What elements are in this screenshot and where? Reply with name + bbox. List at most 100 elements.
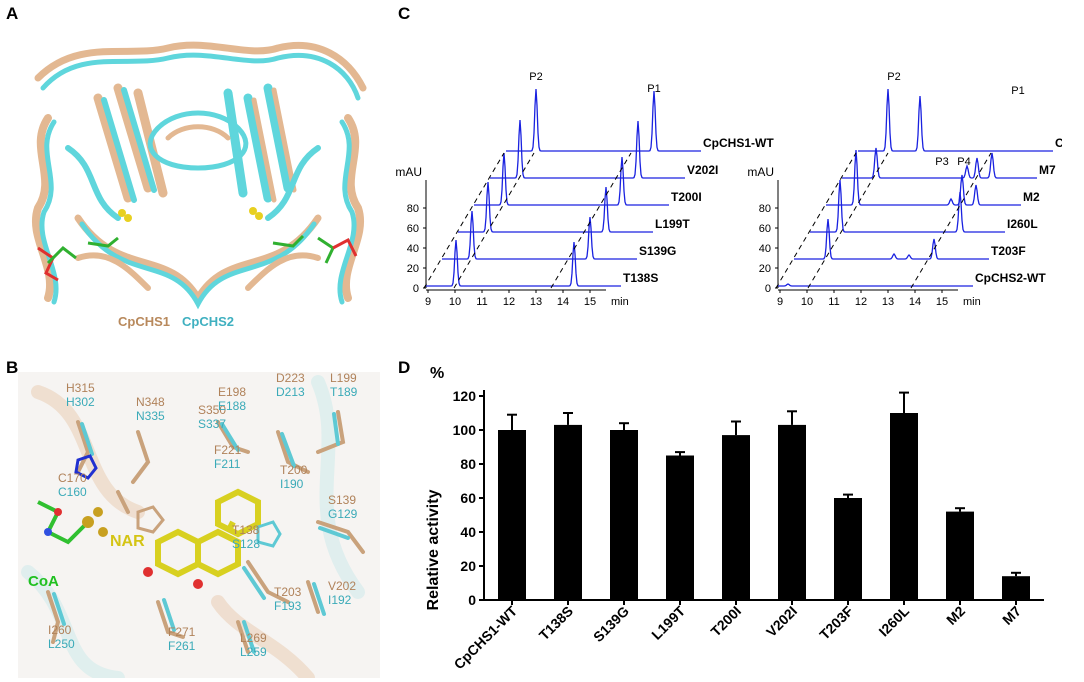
x-tick-label: 13 [530,296,542,308]
y-tick-label: 20 [460,558,476,574]
residue-label-chs1: F271 [168,625,196,639]
x-tick-label: T200I [707,603,744,640]
panel-c-letter: C [398,4,411,23]
relative-activity-chart: % Relative activity 0 20 40 60 80 100 120 CpCHS… [425,365,1044,672]
y-tick-label: 0 [765,283,771,295]
bar [946,511,974,600]
residue-label-chs2: S128 [232,537,260,551]
peak-label-p3: P3 [935,156,948,168]
bar [834,498,862,600]
trace-label: M2 [1023,190,1040,204]
residue-label-chs2: F261 [168,639,196,653]
residue-label-chs1: T138 [232,523,260,537]
x-tick-label: M2 [943,603,968,628]
x-tick-label: 12 [855,296,867,308]
residue-label-chs2: F211 [214,457,241,471]
trace-line [778,283,973,287]
trace-line [442,210,637,260]
residue-label-chs2: L250 [48,637,75,651]
trace-line [426,239,621,287]
residue-label-chs1: S139 [328,493,356,507]
panel-b-letter: B [6,358,19,377]
bar [666,455,694,600]
trace-label: S139G [639,244,676,258]
trace-label: M7 [1039,163,1056,177]
residue-label-chs2: T189 [330,385,358,399]
peak-label-p2: P2 [529,71,542,83]
x-tick-label: 10 [801,296,813,308]
panel-d-letter: D [398,358,411,377]
trace-line [826,149,1021,206]
trace-line [490,119,685,179]
x-tick-label: 15 [584,296,596,308]
residue-label-chs2: I190 [280,477,304,491]
chromatogram-panel: mAU 0 20 40 60 80 9 10 11 12 13 14 15 min CpCHS1-WT V20… [396,71,1062,308]
trace-line [458,181,653,233]
x-tick-label: 13 [882,296,894,308]
protein-structure-image: CpCHS1 CpCHS2 [18,18,380,340]
x-tick-label: CpCHS1-WT [451,602,521,672]
residue-label-chs1: T200 [280,463,308,477]
x-unit: min [611,296,629,308]
residue-label-chs1: L269 [240,631,267,645]
peak-label-p1: P1 [647,83,660,95]
trace-label: T203F [991,244,1026,258]
residue-label-chs2: N335 [136,409,165,423]
y-tick-label: 40 [407,243,419,255]
peak-label-p4: P4 [957,156,970,168]
residue-label-chs2: I192 [328,593,352,607]
x-tick-label: 12 [503,296,515,308]
ligand-nar-label: NAR [110,533,145,550]
y-tick-label: 60 [407,223,419,235]
x-tick-label: 14 [909,296,921,308]
alignment-guide [910,152,992,289]
x-tick-label: S139G [590,603,632,645]
y-tick-label: 120 [453,388,477,404]
bar [722,435,750,600]
y-tick-label: 40 [460,524,476,540]
residue-label-chs2: F193 [274,599,302,613]
y-tick-label: 60 [460,490,476,506]
bar [1002,576,1030,600]
peak-label-p1: P1 [1011,85,1024,97]
y-tick-label: 0 [468,592,476,608]
trace-label: V202I [687,163,718,177]
x-tick-label: M7 [999,603,1024,628]
panel-a-letter: A [6,4,19,23]
trace-label: CpCHS1-WT [703,136,774,150]
x-tick-label: 10 [449,296,461,308]
trace-line [474,152,669,206]
trace-line [810,179,1005,233]
x-tick-label: 11 [476,296,487,308]
bar [778,424,806,600]
bar [498,430,526,600]
y-tick-label: 0 [413,283,419,295]
bar [554,424,582,600]
trace-label: T200I [671,190,702,204]
trace-label: T138S [623,271,658,285]
y-tick-label: 60 [759,223,771,235]
x-unit: min [963,296,981,308]
x-tick-label: 11 [828,296,839,308]
x-tick-label: I260L [875,602,912,639]
x-tick-label: T138S [536,603,576,643]
residue-label-chs1: I260 [48,623,72,637]
peak-label-p2: P2 [887,71,900,83]
x-tick-label: T203F [816,602,856,642]
residue-label-chs2: G129 [328,507,358,521]
y-axis-label: mAU [747,165,774,179]
alignment-guide [453,152,535,289]
legend-cpchs1: CpCHS1 [118,314,170,329]
trace-line [794,218,989,260]
bar [890,413,918,600]
y-tick-label: 80 [460,456,476,472]
residue-label-chs1: C170 [58,471,87,485]
y-unit-label: % [430,365,444,382]
alignment-guide [423,152,505,289]
residue-label-chs2: E188 [218,399,246,413]
residue-label-chs1: D223 [276,372,305,385]
y-tick-label: 20 [759,263,771,275]
trace-line [506,88,701,152]
trace-label: CpCHS2-WT [975,271,1046,285]
